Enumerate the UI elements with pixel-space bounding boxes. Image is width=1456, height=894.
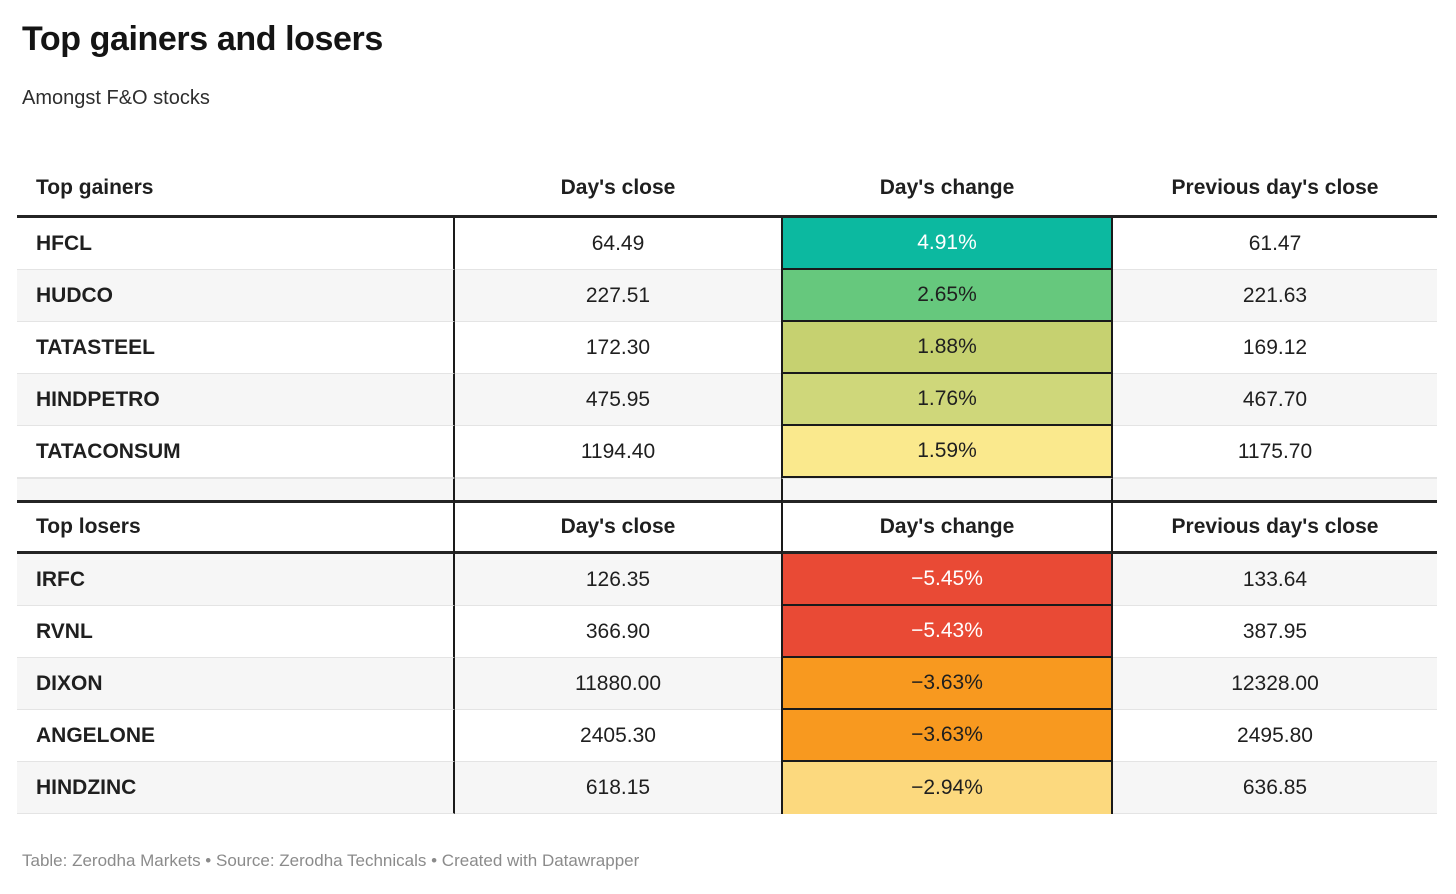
days-change-heat-cell: −5.45% xyxy=(781,554,1113,606)
stock-name: IRFC xyxy=(17,554,455,606)
spacer-cell xyxy=(781,478,1113,503)
days-close-value: 618.15 xyxy=(455,762,781,814)
stock-name: HINDPETRO xyxy=(17,374,455,426)
stock-name: ANGELONE xyxy=(17,710,455,762)
days-close-value: 1194.40 xyxy=(455,426,781,478)
spacer-cell xyxy=(17,478,455,503)
previous-close-value: 387.95 xyxy=(1113,606,1437,658)
days-close-value: 64.49 xyxy=(455,218,781,270)
previous-close-value: 221.63 xyxy=(1113,270,1437,322)
column-header-previous-days-close: Previous day's close xyxy=(1113,503,1437,554)
column-header-previous-days-close: Previous day's close xyxy=(1113,160,1437,218)
days-change-heat-cell: −2.94% xyxy=(781,762,1113,814)
stock-name: HUDCO xyxy=(17,270,455,322)
previous-close-value: 61.47 xyxy=(1113,218,1437,270)
spacer-cell xyxy=(455,478,781,503)
table-row: HUDCO 227.51 2.65% 221.63 xyxy=(17,270,1437,322)
spacer-cell xyxy=(1113,478,1437,503)
gainers-header-row: Top gainers Day's close Day's change Pre… xyxy=(17,160,1437,218)
previous-close-value: 2495.80 xyxy=(1113,710,1437,762)
previous-close-value: 636.85 xyxy=(1113,762,1437,814)
column-header-days-change: Day's change xyxy=(781,160,1113,218)
table-row: TATASTEEL 172.30 1.88% 169.12 xyxy=(17,322,1437,374)
days-close-value: 475.95 xyxy=(455,374,781,426)
table-row: TATACONSUM 1194.40 1.59% 1175.70 xyxy=(17,426,1437,478)
days-change-heat-cell: −3.63% xyxy=(781,710,1113,762)
page-subtitle: Amongst F&O stocks xyxy=(22,87,210,109)
days-change-heat-cell: −5.43% xyxy=(781,606,1113,658)
attribution-footer: Table: Zerodha Markets • Source: Zerodha… xyxy=(22,851,640,870)
days-change-heat-cell: 1.88% xyxy=(781,322,1113,374)
previous-close-value: 169.12 xyxy=(1113,322,1437,374)
days-close-value: 11880.00 xyxy=(455,658,781,710)
days-change-heat-cell: 2.65% xyxy=(781,270,1113,322)
stock-name: HINDZINC xyxy=(17,762,455,814)
column-header-days-close: Day's close xyxy=(455,160,781,218)
previous-close-value: 1175.70 xyxy=(1113,426,1437,478)
stock-name: HFCL xyxy=(17,218,455,270)
stock-name: TATASTEEL xyxy=(17,322,455,374)
page-title: Top gainers and losers xyxy=(22,20,383,58)
days-change-heat-cell: 4.91% xyxy=(781,218,1113,270)
days-change-heat-cell: −3.63% xyxy=(781,658,1113,710)
table-row: DIXON 11880.00 −3.63% 12328.00 xyxy=(17,658,1437,710)
days-close-value: 172.30 xyxy=(455,322,781,374)
losers-header-row: Top losers Day's close Day's change Prev… xyxy=(17,503,1437,554)
stock-name: RVNL xyxy=(17,606,455,658)
table-row: HINDZINC 618.15 −2.94% 636.85 xyxy=(17,762,1437,814)
previous-close-value: 12328.00 xyxy=(1113,658,1437,710)
data-table: Top gainers Day's close Day's change Pre… xyxy=(17,160,1437,814)
gainers-section-label: Top gainers xyxy=(17,160,455,218)
losers-section-label: Top losers xyxy=(17,503,455,554)
stock-name: TATACONSUM xyxy=(17,426,455,478)
days-close-value: 366.90 xyxy=(455,606,781,658)
days-change-heat-cell: 1.76% xyxy=(781,374,1113,426)
days-close-value: 227.51 xyxy=(455,270,781,322)
table-row: IRFC 126.35 −5.45% 133.64 xyxy=(17,554,1437,606)
section-spacer-row xyxy=(17,478,1437,503)
stock-name: DIXON xyxy=(17,658,455,710)
table-row: HINDPETRO 475.95 1.76% 467.70 xyxy=(17,374,1437,426)
column-header-days-change: Day's change xyxy=(781,503,1113,554)
days-change-heat-cell: 1.59% xyxy=(781,426,1113,478)
table-row: RVNL 366.90 −5.43% 387.95 xyxy=(17,606,1437,658)
table-row: ANGELONE 2405.30 −3.63% 2495.80 xyxy=(17,710,1437,762)
previous-close-value: 467.70 xyxy=(1113,374,1437,426)
previous-close-value: 133.64 xyxy=(1113,554,1437,606)
column-header-days-close: Day's close xyxy=(455,503,781,554)
table-row: HFCL 64.49 4.91% 61.47 xyxy=(17,218,1437,270)
days-close-value: 2405.30 xyxy=(455,710,781,762)
days-close-value: 126.35 xyxy=(455,554,781,606)
